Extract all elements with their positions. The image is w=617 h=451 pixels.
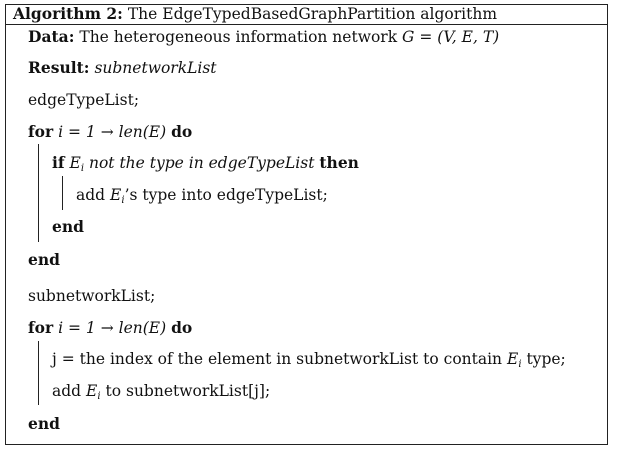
statement-1-tail: type; <box>526 350 566 368</box>
algorithm-label: Algorithm 2: <box>13 4 123 23</box>
do-keyword: do <box>171 122 193 141</box>
if-variable: Ei <box>69 154 85 174</box>
init-subnetwork-list: subnetworkList; <box>28 287 156 305</box>
then-keyword: then <box>319 153 359 172</box>
statement-2-variable: Ei <box>86 382 101 402</box>
for-loop-1-header: for i = 1 → len(E) do <box>28 122 192 142</box>
data-keyword: Data: <box>28 27 75 46</box>
loop-1-condition: i = 1 → len(E) <box>58 123 167 141</box>
init-edge-type-list: edgeTypeList; <box>28 91 140 109</box>
if-body-bar <box>62 176 63 210</box>
data-text: The heterogeneous information network <box>79 28 398 46</box>
if-body-prefix: add <box>76 186 106 204</box>
data-line: Data: The heterogeneous information netw… <box>28 27 499 47</box>
statement-1-variable: Ei <box>506 350 522 370</box>
if-end: end <box>52 217 84 236</box>
for-loop-1-end: end <box>28 250 60 269</box>
for-loop-2-end: end <box>28 414 60 433</box>
for-keyword: for <box>28 122 54 141</box>
if-header: if Ei not the type in edgeTypeList then <box>52 153 359 174</box>
result-value: subnetworkList <box>94 59 217 77</box>
statement-1-text: j = the index of the element in subnetwo… <box>52 350 503 368</box>
loop-2-body-bar <box>38 341 39 405</box>
data-math: G = (V, E, T) <box>402 28 500 46</box>
result-line: Result: subnetworkList <box>28 58 217 78</box>
loop-1-body-bar <box>38 144 39 242</box>
algorithm-name: The EdgeTypedBasedGraphPartition algorit… <box>127 5 498 23</box>
if-body-statement: add Ei’s type into edgeTypeList; <box>76 185 328 206</box>
algorithm-title: Algorithm 2: The EdgeTypedBasedGraphPart… <box>13 4 497 24</box>
statement-2-prefix: add <box>52 382 82 400</box>
loop-2-condition: i = 1 → len(E) <box>58 319 167 337</box>
result-keyword: Result: <box>28 58 90 77</box>
if-body-text: ’s type into edgeTypeList; <box>124 186 328 204</box>
loop-2-statement-2: add Ei to subnetworkList[j]; <box>52 381 271 402</box>
algorithm-box <box>5 4 608 445</box>
if-keyword: if <box>52 153 65 172</box>
for-keyword: for <box>28 318 54 337</box>
if-body-variable: Ei <box>110 186 125 206</box>
do-keyword: do <box>171 318 193 337</box>
loop-2-statement-1: j = the index of the element in subnetwo… <box>52 349 566 370</box>
title-divider <box>5 24 608 25</box>
statement-2-tail: to subnetworkList[j]; <box>105 382 271 400</box>
for-loop-2-header: for i = 1 → len(E) do <box>28 318 192 338</box>
if-condition: not the type in edgeTypeList <box>88 154 315 172</box>
